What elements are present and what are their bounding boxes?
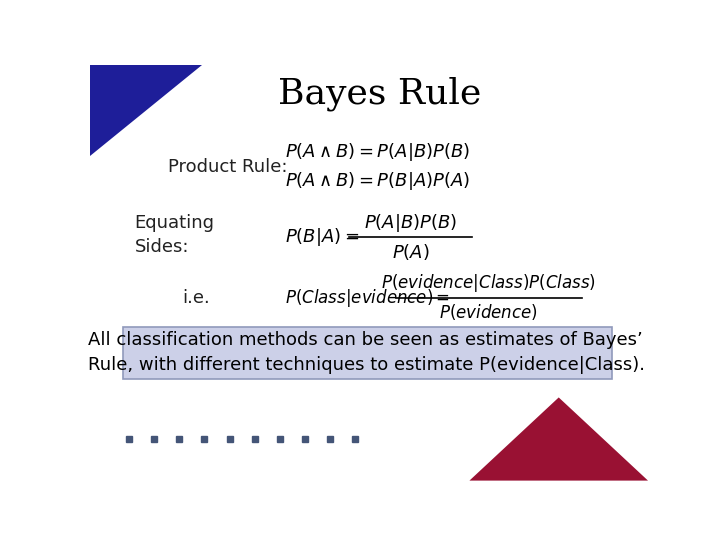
- Text: i.e.: i.e.: [182, 289, 210, 307]
- FancyBboxPatch shape: [124, 327, 612, 379]
- Text: $P(A|B)P(B)$: $P(A|B)P(B)$: [364, 212, 457, 234]
- Text: $P(Class|evidence)=$: $P(Class|evidence)=$: [285, 287, 451, 309]
- Text: $P(A \wedge B) = P(A|B)P(B)$: $P(A \wedge B) = P(A|B)P(B)$: [285, 141, 470, 163]
- Text: $P(evidence|Class)P(Class)$: $P(evidence|Class)P(Class)$: [382, 272, 596, 294]
- Text: $P(A)$: $P(A)$: [392, 242, 430, 262]
- Polygon shape: [469, 397, 648, 481]
- Text: $P(B| A)=$: $P(B| A)=$: [285, 226, 359, 248]
- Text: $P(A \wedge B) = P(B|A)P(A)$: $P(A \wedge B) = P(B|A)P(A)$: [285, 170, 470, 192]
- Text: Equating
Sides:: Equating Sides:: [135, 214, 215, 256]
- Text: Bayes Rule: Bayes Rule: [279, 77, 482, 111]
- Text: $P(evidence)$: $P(evidence)$: [439, 302, 539, 322]
- Polygon shape: [90, 65, 202, 156]
- Text: Product Rule:: Product Rule:: [168, 158, 287, 176]
- Text: All classification methods can be seen as estimates of Bayes’
Rule, with differe: All classification methods can be seen a…: [88, 331, 644, 374]
